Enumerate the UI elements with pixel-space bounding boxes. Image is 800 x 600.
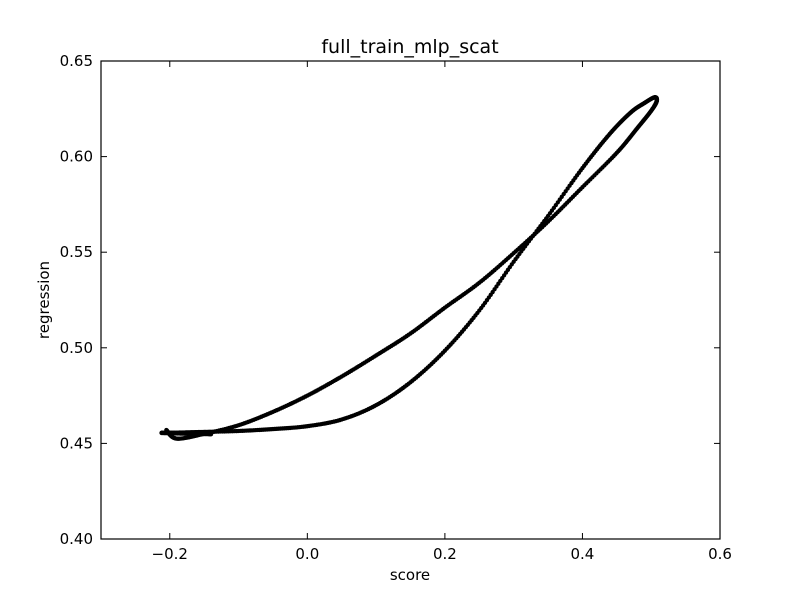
plot-area [100, 60, 721, 540]
y-tick-label: 0.55 [60, 243, 93, 261]
y-axis-ticks: 0.40 0.45 0.50 0.55 0.60 0.65 [60, 52, 93, 548]
y-tick-label: 0.40 [60, 530, 93, 548]
chart-title: full_train_mlp_scat [321, 36, 498, 58]
scatter-series [159, 95, 660, 441]
x-axis-label: score [390, 566, 430, 584]
y-axis-label: regression [35, 261, 53, 339]
y-tick-label: 0.65 [60, 52, 93, 70]
x-axis-ticks: −0.2 0.0 0.2 0.4 0.6 [152, 545, 732, 563]
x-tick-label: 0.6 [708, 545, 732, 563]
x-tick-label: −0.2 [152, 545, 188, 563]
scatter-point [164, 427, 169, 433]
y-tick-label: 0.60 [60, 148, 93, 166]
x-tick-label: 0.4 [571, 545, 595, 563]
y-tick-label: 0.50 [60, 339, 93, 357]
x-tick-label: 0.2 [433, 545, 457, 563]
x-tick-label: 0.0 [295, 545, 319, 563]
y-tick-label: 0.45 [60, 434, 93, 452]
